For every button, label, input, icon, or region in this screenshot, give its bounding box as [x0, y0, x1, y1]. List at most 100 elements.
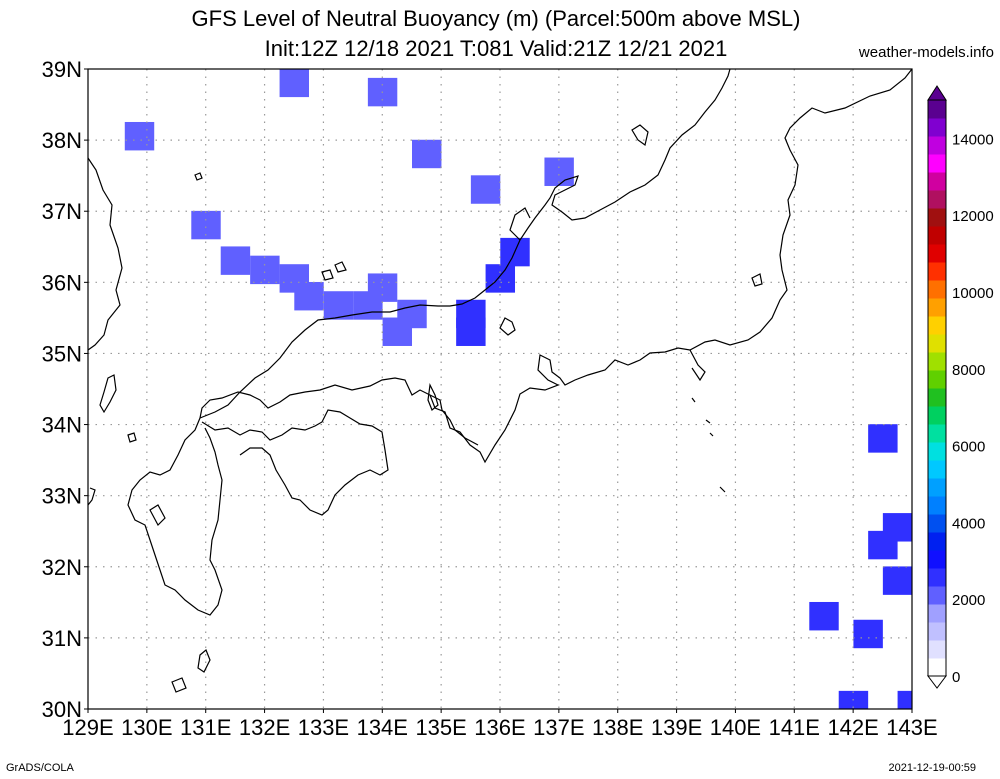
lon-tick-label: 134E	[357, 715, 408, 740]
colorbar-max-arrow	[927, 85, 947, 101]
colorbar-segment	[928, 316, 946, 335]
coast-biwa	[499, 317, 516, 336]
site-label: weather-models.info	[858, 44, 994, 61]
footer-timestamp: 2021-12-19-00:59	[888, 762, 976, 774]
colorbar-segment	[928, 154, 946, 173]
lnb-cell	[279, 69, 310, 98]
lnb-cell	[882, 566, 912, 595]
lnb-cell	[868, 424, 898, 453]
coast-oki	[321, 269, 334, 281]
lnb-cell	[853, 619, 883, 649]
colorbar-segment	[928, 532, 946, 551]
colorbar-min-arrow	[927, 675, 947, 689]
coast-oki2	[334, 261, 347, 273]
colorbar-segment	[928, 118, 946, 137]
colorbar-segment	[928, 190, 946, 209]
coast-honshu-north	[199, 69, 912, 464]
colorbar-segment	[928, 136, 946, 155]
colorbar	[927, 85, 947, 689]
graticule	[88, 69, 912, 709]
lat-tick-label: 34N	[42, 413, 82, 438]
lnb-cell	[124, 121, 155, 151]
lat-tick-label: 39N	[42, 57, 82, 82]
lon-tick-label: 131E	[180, 715, 231, 740]
coast-tsushima	[99, 374, 117, 414]
colorbar-segment	[928, 388, 946, 407]
lat-tick-label: 31N	[42, 626, 82, 651]
lon-tick-label: 135E	[415, 715, 466, 740]
lnb-cell	[897, 690, 912, 709]
colorbar-segment	[928, 172, 946, 191]
lnb-cell	[323, 291, 354, 320]
colorbar-frame	[927, 99, 947, 677]
lnb-cell	[485, 264, 516, 293]
lon-tick-label: 143E	[886, 715, 937, 740]
coast-boso	[689, 349, 706, 382]
coast-awaji	[427, 382, 439, 411]
colorbar-tick-label: 2000	[952, 592, 985, 609]
colorbar-segment	[928, 406, 946, 425]
lon-tick-label: 132E	[239, 715, 290, 740]
lnb-cell	[412, 139, 442, 169]
coastlines	[88, 69, 912, 693]
lon-tick-label: 138E	[592, 715, 643, 740]
lon-tick-label: 130E	[121, 715, 172, 740]
lat-tick-label: 38N	[42, 128, 82, 153]
coast-yakushima	[171, 677, 187, 693]
coast-sado	[631, 124, 649, 147]
coast-korea	[88, 157, 123, 351]
colorbar-segment	[928, 496, 946, 515]
colorbar-segment	[928, 100, 946, 119]
lon-tick-label: 129E	[62, 715, 113, 740]
lon-tick-label: 140E	[710, 715, 761, 740]
coast-shikoku	[201, 409, 389, 516]
lnb-cell	[220, 246, 251, 275]
chart-subtitle: Init:12Z 12/18 2021 T:081 Valid:21Z 12/2…	[264, 36, 728, 61]
colorbar-segment	[928, 226, 946, 245]
footer-software: GrADS/COLA	[6, 762, 74, 774]
lon-tick-label: 142E	[827, 715, 878, 740]
coast-honshu-sea	[199, 69, 731, 419]
coast-kii-peninsula	[429, 394, 479, 446]
colorbar-segment	[928, 550, 946, 569]
lat-tick-label: 37N	[42, 199, 82, 224]
coast-goto	[88, 487, 96, 506]
colorbar-segment	[928, 244, 946, 263]
colorbar-tick-label: 6000	[952, 439, 985, 456]
colorbar-tick-label: 12000	[952, 208, 994, 225]
colorbar-segment	[928, 442, 946, 461]
colorbar-segment	[928, 514, 946, 533]
coast-ulleungdo	[194, 172, 203, 181]
lnb-cell	[868, 530, 898, 560]
lnb-cell	[294, 281, 324, 311]
colorbar-segment	[928, 622, 946, 641]
colorbar-segment	[928, 352, 946, 371]
lat-tick-label: 35N	[42, 341, 82, 366]
colorbar-segment	[928, 478, 946, 497]
colorbar-tick-label: 0	[952, 669, 960, 686]
coast-izu-islands	[691, 397, 726, 493]
colorbar-segment	[928, 280, 946, 299]
lat-tick-label: 36N	[42, 270, 82, 295]
lnb-cell	[809, 601, 839, 631]
lon-tick-label: 133E	[298, 715, 349, 740]
colorbar-segment	[928, 586, 946, 605]
lat-tick-label: 30N	[42, 697, 82, 722]
lat-tick-labels: 30N 31N 32N 33N 34N 35N 36N 37N 38N 39N	[42, 57, 88, 722]
colorbar-segment	[928, 658, 946, 677]
colorbar-segment	[928, 298, 946, 317]
colorbar-tick-labels: 0 2000 4000 6000 8000 10000 12000 14000	[952, 131, 994, 686]
colorbar-segment	[928, 640, 946, 659]
coast-amakusa	[149, 504, 166, 526]
lat-tick-label: 33N	[42, 484, 82, 509]
lnb-cell	[456, 317, 486, 346]
colorbar-segment	[928, 262, 946, 281]
colorbar-segment	[928, 424, 946, 443]
coast-kinkazan	[751, 273, 763, 287]
colorbar-segment	[928, 370, 946, 389]
coast-noto	[509, 207, 531, 241]
colorbar-tick-label: 10000	[952, 285, 994, 302]
colorbar-tick-label: 4000	[952, 515, 985, 532]
lon-tick-label: 136E	[474, 715, 525, 740]
